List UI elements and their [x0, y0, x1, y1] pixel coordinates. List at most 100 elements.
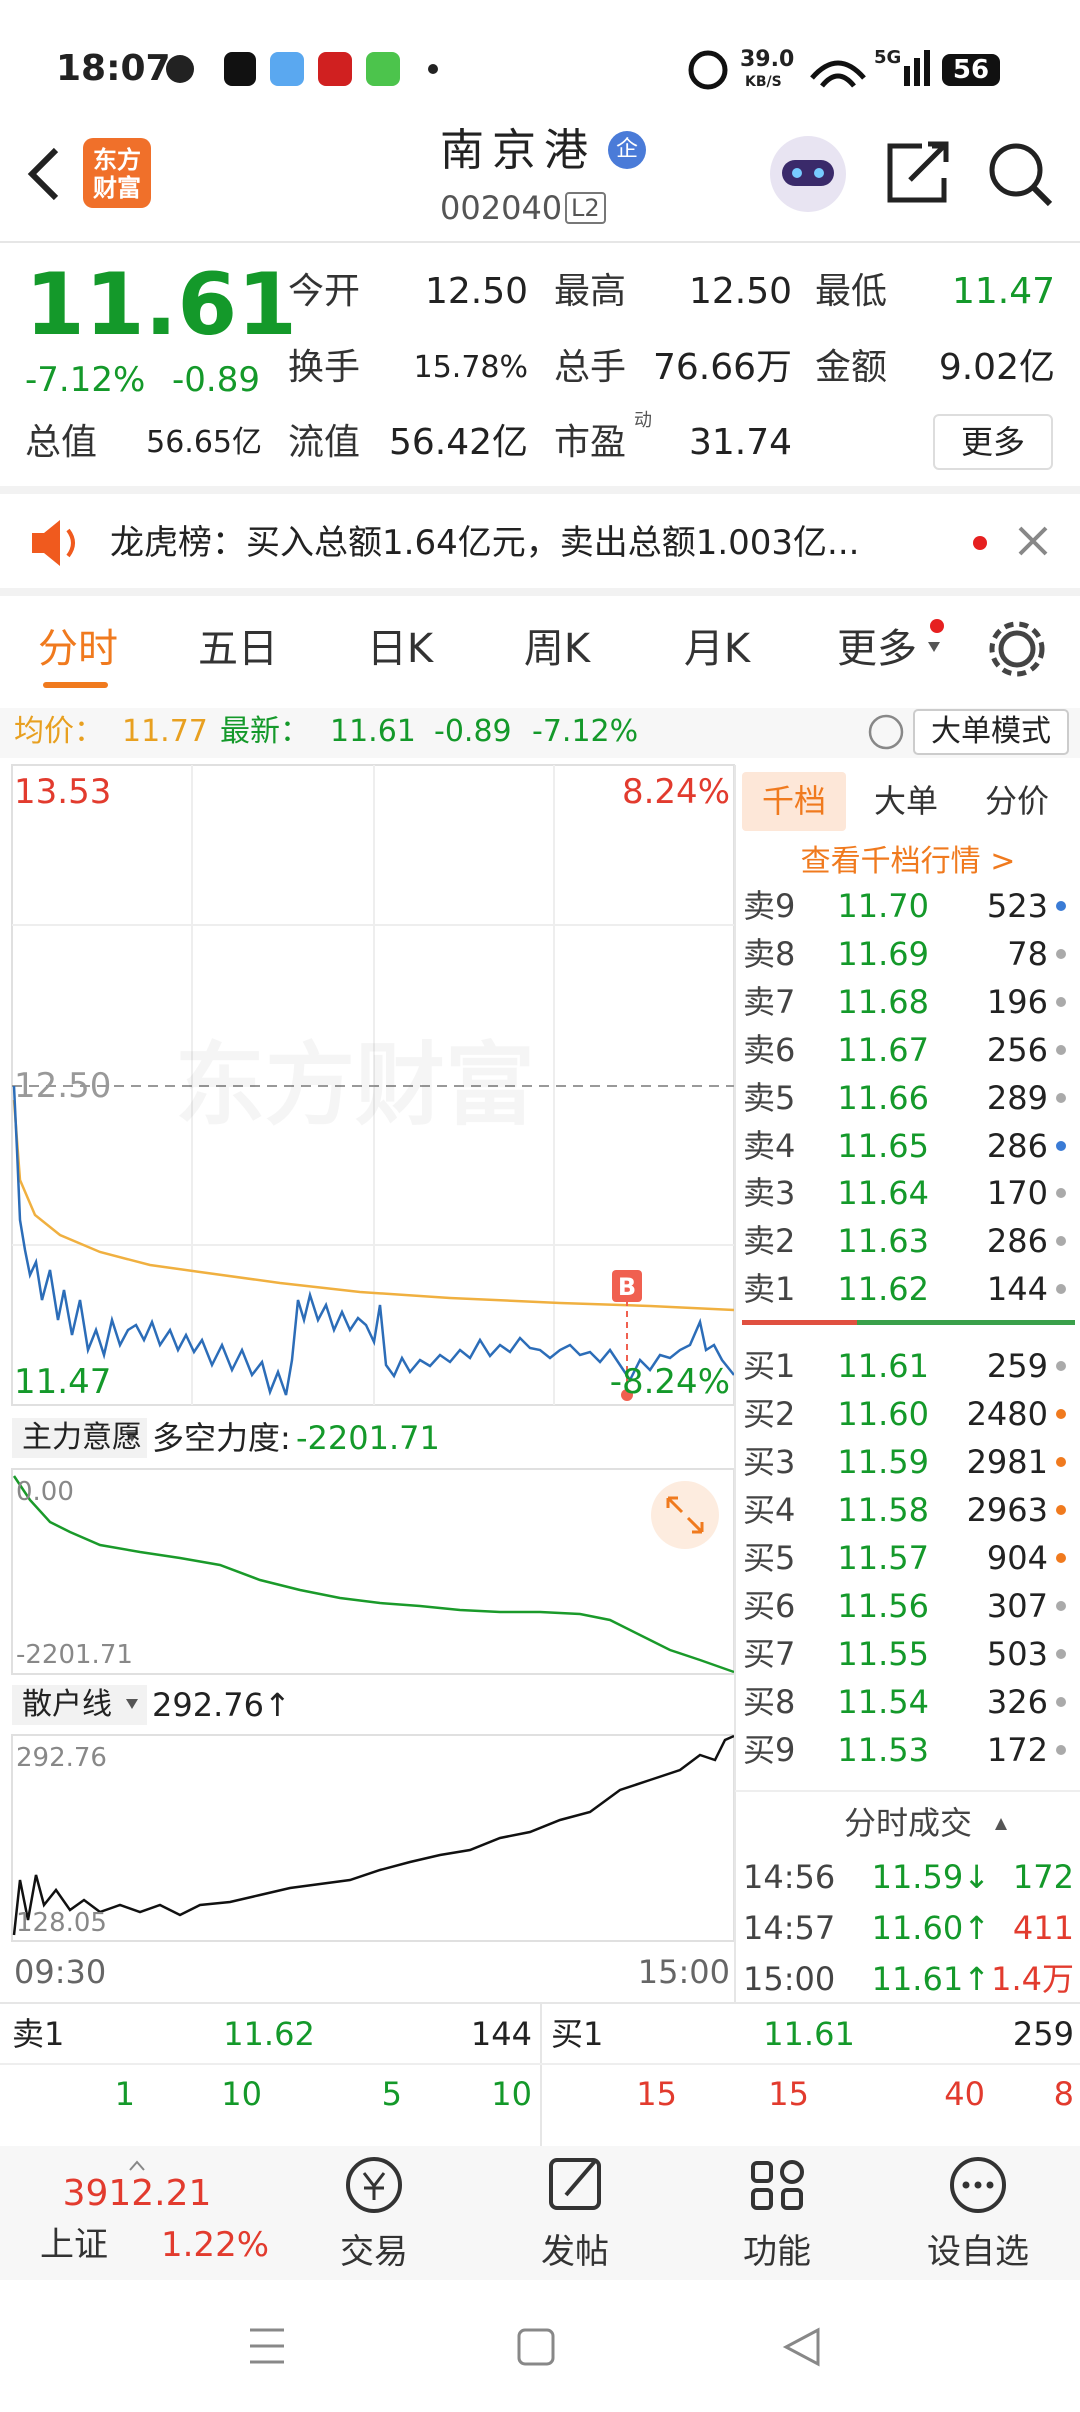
nav-item[interactable]: 功能: [743, 2232, 811, 2272]
time-end: 15:00: [637, 1953, 730, 1991]
stock-name: 南京港: [440, 125, 596, 176]
retail-line: [12, 1734, 735, 1936]
trade-volume: 411: [1012, 1909, 1074, 1947]
latest-change: -0.89: [434, 714, 512, 749]
stat-tag: 动: [634, 410, 652, 431]
stat-label: 总值: [25, 422, 98, 463]
trade-icon[interactable]: [346, 2157, 402, 2213]
home-button[interactable]: [517, 2328, 555, 2366]
nav-item[interactable]: 发帖: [541, 2232, 609, 2272]
logo-text: 财富: [93, 174, 141, 202]
tab[interactable]: 周K: [523, 626, 591, 672]
book-level: 卖4: [743, 1126, 796, 1165]
more-button[interactable]: 更多: [932, 414, 1054, 470]
bid-queue: 15: [768, 2075, 809, 2113]
volume-dot: [1056, 1505, 1066, 1515]
level-tag: L2: [565, 192, 606, 224]
axis-min-pct: -8.24%: [609, 1362, 730, 1402]
indicator-name[interactable]: 散户线: [22, 1687, 112, 1722]
bid-queue: 15: [636, 2075, 677, 2113]
index-name: 上证: [40, 2225, 108, 2265]
share-icon[interactable]: [887, 141, 949, 203]
avg-label: 均价：: [14, 714, 104, 749]
book-level: 买8: [743, 1683, 796, 1721]
book-volume: 2963: [966, 1491, 1048, 1529]
book-price: 11.58: [837, 1491, 929, 1529]
nav-item[interactable]: 交易: [340, 2232, 408, 2272]
book-price: 11.57: [837, 1539, 929, 1577]
book-level: 卖6: [743, 1030, 796, 1069]
time-start: 09:30: [14, 1953, 107, 1991]
book-level: 买1: [743, 1347, 796, 1385]
axis-min: 11.47: [14, 1362, 112, 1402]
axis-max: 13.53: [14, 772, 112, 812]
book-volume: 503: [986, 1635, 1048, 1673]
book-price: 11.66: [837, 1078, 929, 1117]
trade-volume: 172: [1012, 1858, 1074, 1896]
book-level: 卖3: [743, 1174, 796, 1213]
indicator-name[interactable]: 主力意愿: [22, 1420, 142, 1455]
indicator-top: 292.76: [16, 1743, 107, 1773]
function-icon[interactable]: [751, 2160, 804, 2210]
book-volume: 2480: [966, 1395, 1048, 1433]
bid-queue: 40: [944, 2075, 985, 2113]
force-line: [12, 1475, 735, 1674]
indicator-value: 292.76↑: [152, 1686, 291, 1724]
notice-text[interactable]: 龙虎榜：买入总额1.64亿元，卖出总额1.003亿...: [110, 523, 860, 563]
book-price: 11.60: [837, 1395, 929, 1433]
search-icon[interactable]: [989, 143, 1043, 197]
book-tab[interactable]: 大单: [873, 782, 939, 820]
book-price: 11.64: [837, 1174, 929, 1213]
volume-dot: [1056, 948, 1066, 959]
back-button[interactable]: [782, 2327, 820, 2367]
book-level: 买3: [743, 1443, 796, 1481]
trade-price: 11.61↑: [871, 1960, 990, 1998]
back-icon[interactable]: [27, 147, 59, 201]
logo-box[interactable]: [83, 138, 151, 208]
book-volume: 256: [986, 1030, 1048, 1069]
stat-value: 76.66万: [652, 347, 792, 388]
price-line: [12, 1085, 735, 1396]
tab[interactable]: 日K: [366, 626, 434, 672]
clock: 18:07: [56, 48, 171, 89]
book-price: 11.55: [837, 1635, 929, 1673]
book-tab[interactable]: 千档: [761, 782, 827, 820]
tab[interactable]: 月K: [683, 626, 751, 672]
post-icon[interactable]: [549, 2158, 601, 2210]
volume-dot: [1056, 1236, 1066, 1247]
volume-dot: [1056, 1649, 1066, 1659]
book-level: 卖9: [743, 887, 796, 925]
book-volume: 196: [986, 982, 1048, 1021]
volume-dot: [1056, 1457, 1066, 1467]
stat-label: 总手: [554, 347, 627, 388]
book-price: 11.61: [837, 1347, 929, 1385]
book-volume: 523: [986, 887, 1048, 925]
volume-dot: [1056, 996, 1066, 1007]
index-value[interactable]: 3912.21: [62, 2173, 212, 2214]
watchlist-icon[interactable]: [950, 2157, 1006, 2213]
book-volume: 144: [986, 1270, 1048, 1309]
mode-button[interactable]: 大单模式: [931, 714, 1051, 749]
settings-icon[interactable]: [998, 630, 1036, 668]
close-icon[interactable]: [1018, 526, 1048, 556]
tab[interactable]: 五日: [198, 626, 278, 672]
book-level: 买2: [743, 1395, 796, 1433]
avg-price-line: [12, 1099, 735, 1312]
book-price: 11.63: [837, 1222, 929, 1261]
menu-button[interactable]: [250, 2328, 284, 2364]
book-link[interactable]: 查看千档行情 >: [800, 844, 1016, 879]
bid-volume: 259: [1012, 2015, 1074, 2053]
avg-value: 11.77: [122, 714, 208, 749]
net-speed: 39.0: [740, 47, 795, 72]
book-tab[interactable]: 分价: [984, 782, 1050, 820]
latest-value: 11.61: [330, 714, 416, 749]
book-volume: 289: [986, 1078, 1048, 1117]
tab[interactable]: 分时: [38, 626, 118, 672]
tab[interactable]: 更多: [837, 626, 917, 672]
nav-item[interactable]: 设自选: [927, 2232, 1029, 2272]
volume-dot: [1056, 1361, 1066, 1371]
ask-queue: 10: [491, 2075, 532, 2113]
latest-pct: -7.12%: [532, 714, 639, 749]
